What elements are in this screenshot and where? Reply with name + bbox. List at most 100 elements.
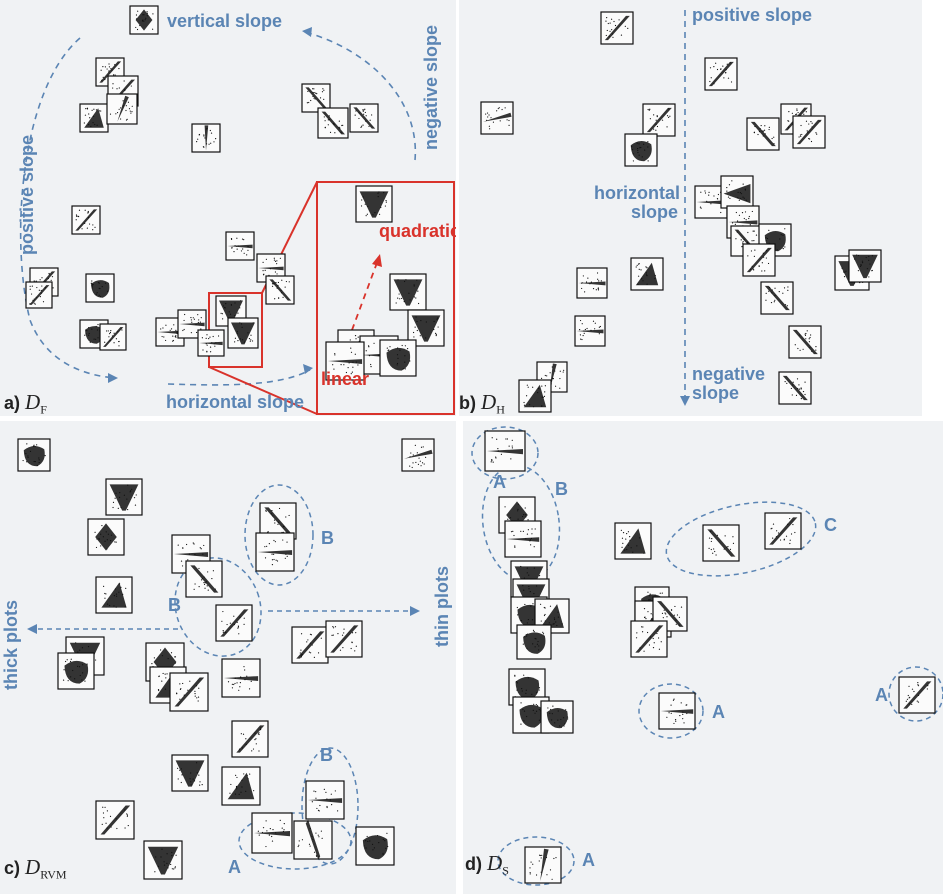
scatterplot-thumbnail <box>252 813 292 853</box>
scatterplot-thumbnail <box>96 577 132 613</box>
scatterplot-thumbnail <box>659 693 695 729</box>
panel-b-canvas <box>459 0 922 416</box>
label-quadratic: quadratic <box>379 222 456 241</box>
scatterplot-thumbnail <box>222 659 260 697</box>
scatterplot-thumbnail <box>107 93 137 125</box>
panel-d: A B C A A A d) DS <box>463 421 943 894</box>
scatterplot-thumbnail <box>292 627 328 663</box>
scatterplot-thumbnail <box>198 330 224 356</box>
scatterplot-thumbnail <box>172 755 208 791</box>
arrow-bottom <box>168 370 310 385</box>
scatterplot-thumbnail <box>525 847 561 883</box>
scatterplot-thumbnail <box>100 324 126 350</box>
scatterplot-thumbnail <box>326 621 362 657</box>
panel-a: vertical slope negative slope positive s… <box>0 0 456 416</box>
scatterplot-thumbnail <box>519 380 551 412</box>
scatterplot-thumbnail <box>106 479 142 515</box>
scatterplot-thumbnail <box>380 340 416 376</box>
scatterplot-thumbnail <box>761 282 793 314</box>
scatterplot-thumbnail <box>631 258 663 290</box>
scatterplot-thumbnail <box>170 673 208 711</box>
scatterplot-thumbnail <box>318 108 348 138</box>
panel-a-canvas <box>0 0 456 416</box>
label-negative-slope: negative slope <box>692 365 772 403</box>
scatterplot-thumbnail <box>80 104 108 132</box>
panel-d-label: d) DS <box>465 851 509 879</box>
group-label: B <box>321 529 334 548</box>
scatterplot-thumbnail <box>401 439 435 471</box>
scatterplot-thumbnail <box>18 439 50 471</box>
scatterplot-thumbnail <box>222 767 260 805</box>
scatterplot-thumbnail <box>789 326 821 358</box>
group-label: A <box>712 703 725 722</box>
scatterplot-thumbnail <box>58 653 94 689</box>
scatterplot-thumbnail <box>356 827 394 865</box>
arrowhead <box>680 396 690 406</box>
scatterplot-thumbnail <box>228 318 258 348</box>
panel-b-label: b) DH <box>459 390 505 416</box>
scatterplot-thumbnail <box>541 701 573 733</box>
scatterplot-thumbnail <box>144 841 182 879</box>
scatterplot-thumbnail <box>88 519 124 555</box>
group-label: A <box>493 473 506 492</box>
scatterplot-thumbnail <box>86 274 114 302</box>
scatterplot-thumbnail <box>615 523 651 559</box>
scatterplot-thumbnail <box>849 250 881 282</box>
scatterplot-thumbnail <box>26 282 52 308</box>
scatterplot-thumbnail <box>743 244 775 276</box>
scatterplot-thumbnail <box>192 124 220 152</box>
arrowhead <box>27 624 37 634</box>
scatterplot-thumbnail <box>481 102 514 134</box>
scatterplot-thumbnail <box>350 104 378 132</box>
label-horizontal-slope: horizontal slope <box>594 184 678 222</box>
scatterplot-thumbnail <box>721 176 753 208</box>
scatterplot-thumbnail <box>293 820 333 860</box>
scatterplot-thumbnail <box>356 186 392 222</box>
scatterplot-thumbnail <box>505 521 541 557</box>
scatterplot-thumbnail <box>625 134 657 166</box>
scatterplot-thumbnail <box>705 58 737 90</box>
scatterplot-thumbnail <box>256 533 294 571</box>
group-label: A <box>875 686 888 705</box>
arrowhead <box>410 606 420 616</box>
scatterplot-thumbnail <box>216 605 252 641</box>
scatterplot-thumbnail <box>643 104 675 136</box>
scatterplot-thumbnail <box>186 561 222 597</box>
arrowhead <box>108 373 118 383</box>
scatterplot-thumbnail <box>485 431 525 471</box>
scatterplot-thumbnail <box>575 316 605 346</box>
scatterplot-thumbnail <box>703 525 739 561</box>
label-thick-plots: thick plots <box>2 600 21 690</box>
scatterplot-thumbnail <box>96 801 134 839</box>
scatterplot-thumbnail <box>747 118 779 150</box>
label-positive-slope: positive slope <box>692 6 812 25</box>
scatterplot-thumbnail <box>765 513 801 549</box>
scatterplot-thumbnail <box>631 621 667 657</box>
scatterplot-thumbnail <box>130 6 158 34</box>
label-thin-plots: thin plots <box>433 566 452 647</box>
scatterplot-thumbnail <box>793 116 825 148</box>
scatterplot-thumbnail <box>601 12 633 44</box>
label-horizontal-slope: horizontal slope <box>166 393 304 412</box>
scatterplot-thumbnail <box>266 276 294 304</box>
group-label: C <box>824 516 837 535</box>
label-linear: linear <box>321 370 369 389</box>
group-label: A <box>228 858 241 877</box>
scatterplot-thumbnail <box>72 206 100 234</box>
scatterplot-thumbnail <box>779 372 811 404</box>
scatterplot-thumbnail <box>306 781 344 819</box>
arrowhead <box>372 254 382 267</box>
panel-c: thick plots thin plots B B B A c) DRVM <box>0 421 456 894</box>
panel-d-canvas <box>463 421 943 894</box>
scatterplot-thumbnail <box>232 721 268 757</box>
group-label: B <box>168 596 181 615</box>
panel-c-label: c) DRVM <box>4 855 67 883</box>
label-negative-slope: negative slope <box>422 25 441 150</box>
group-label: B <box>555 480 568 499</box>
label-positive-slope: positive slope <box>18 135 37 255</box>
arrowhead <box>302 27 312 37</box>
panel-a-label: a) DF <box>4 390 47 416</box>
scatterplot-thumbnail <box>226 232 254 260</box>
group-label: A <box>582 851 595 870</box>
panel-c-canvas <box>0 421 456 894</box>
